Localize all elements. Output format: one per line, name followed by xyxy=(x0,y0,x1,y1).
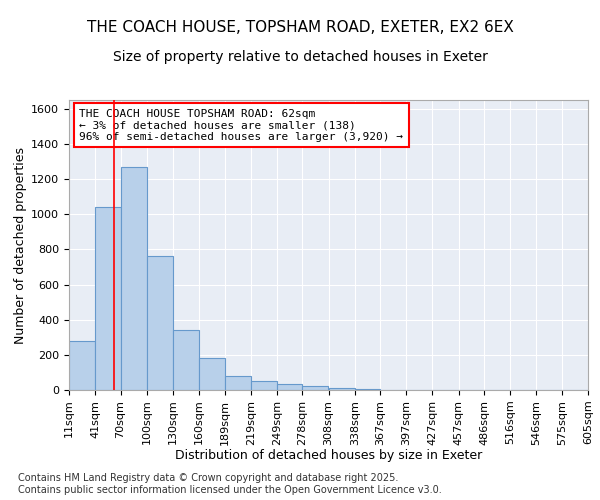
Bar xyxy=(224,376,251,390)
Bar xyxy=(355,389,380,390)
Bar xyxy=(95,207,121,390)
Bar xyxy=(329,388,355,390)
Bar xyxy=(121,167,147,390)
Text: Size of property relative to detached houses in Exeter: Size of property relative to detached ho… xyxy=(113,50,487,64)
Text: THE COACH HOUSE, TOPSHAM ROAD, EXETER, EX2 6EX: THE COACH HOUSE, TOPSHAM ROAD, EXETER, E… xyxy=(86,20,514,35)
Bar xyxy=(199,358,224,390)
Bar xyxy=(277,384,302,390)
X-axis label: Distribution of detached houses by size in Exeter: Distribution of detached houses by size … xyxy=(175,449,482,462)
Y-axis label: Number of detached properties: Number of detached properties xyxy=(14,146,27,344)
Text: Contains HM Land Registry data © Crown copyright and database right 2025.
Contai: Contains HM Land Registry data © Crown c… xyxy=(18,474,442,495)
Bar xyxy=(302,386,329,390)
Bar xyxy=(251,381,277,390)
Bar xyxy=(69,341,95,390)
Bar xyxy=(173,330,199,390)
Bar xyxy=(147,256,173,390)
Text: THE COACH HOUSE TOPSHAM ROAD: 62sqm
← 3% of detached houses are smaller (138)
96: THE COACH HOUSE TOPSHAM ROAD: 62sqm ← 3%… xyxy=(79,108,403,142)
